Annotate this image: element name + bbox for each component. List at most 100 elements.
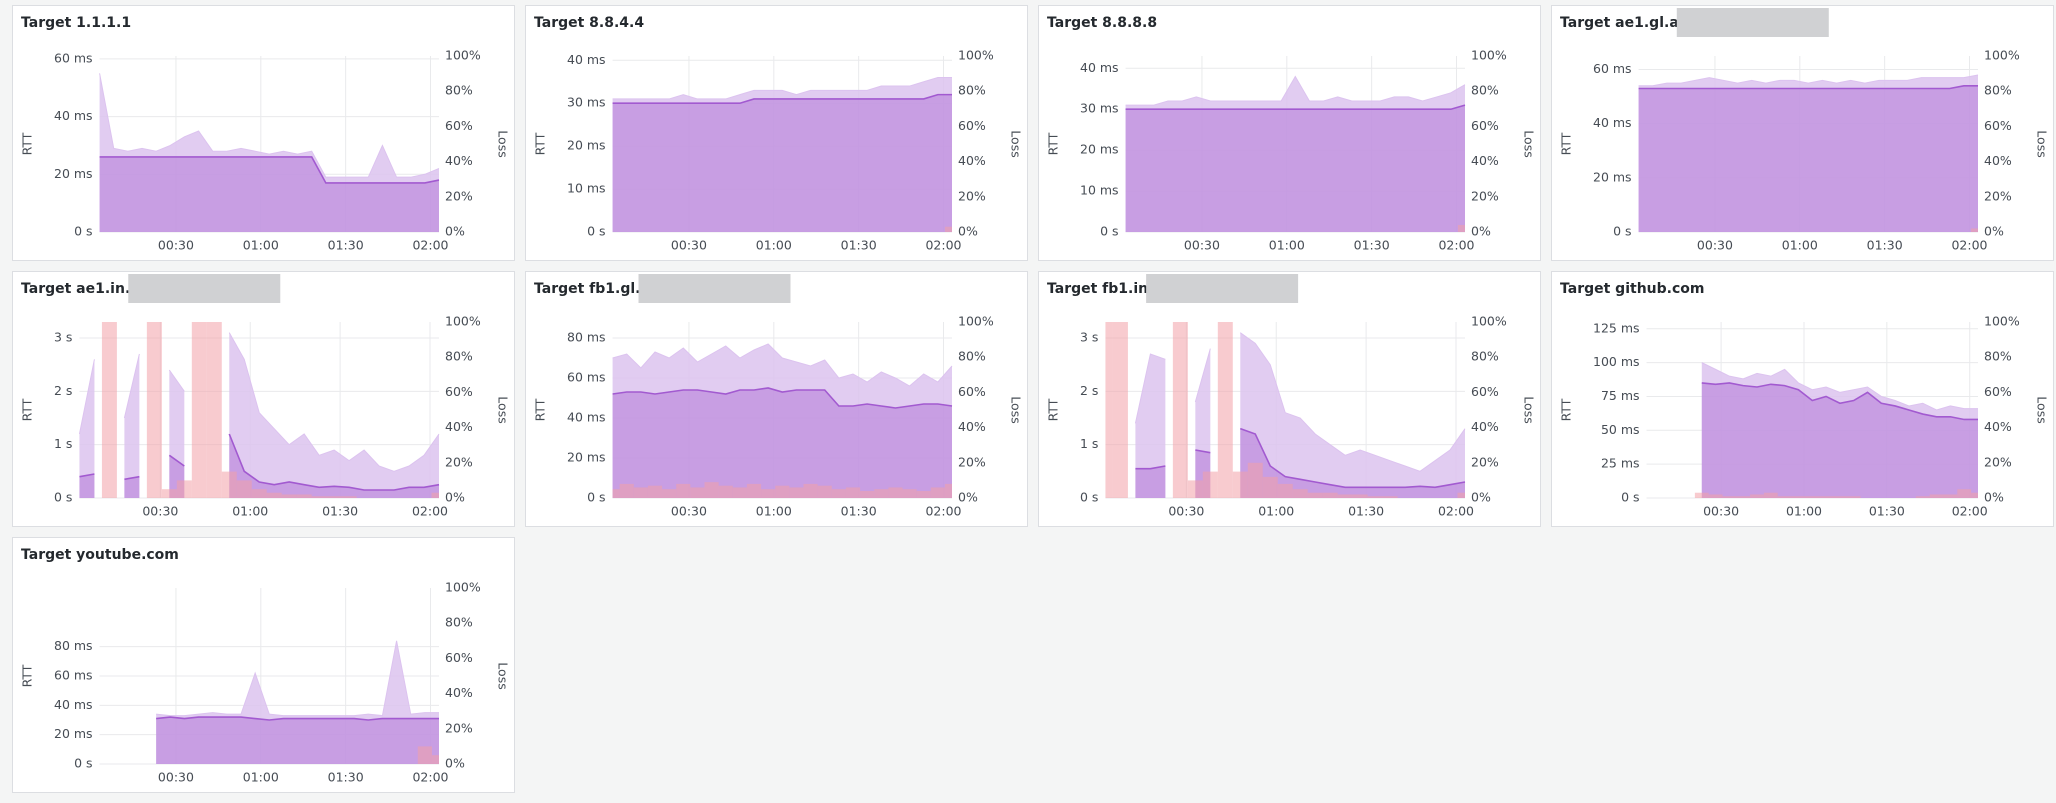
panel: Target 8.8.8.8 0 s 10 ms 20 ms 30 ms 40 ms 00:…	[1038, 5, 1541, 261]
rtt-area	[1125, 76, 1465, 232]
loss-bar	[1367, 496, 1383, 498]
loss-bar	[1307, 492, 1323, 498]
y2-tick-label: 0%	[958, 224, 978, 239]
loss-bar	[1943, 494, 1958, 498]
rtt-area	[612, 94, 952, 232]
y-tick-label: 40 ms	[567, 410, 606, 425]
rtt-line	[612, 343, 953, 387]
y2-tick-label: 20%	[445, 720, 473, 735]
loss-bar	[221, 471, 237, 498]
y-tick-label: 0 s	[1100, 224, 1118, 239]
x-tick-label: 01:30	[1867, 238, 1903, 253]
y2-axis-label: Loss	[1009, 130, 1024, 157]
loss-bar	[1929, 494, 1944, 498]
rtt-line	[1125, 104, 1466, 111]
rtt-area	[156, 640, 439, 764]
y2-tick-label: 20%	[1984, 454, 2012, 469]
rtt-area	[79, 332, 439, 498]
x-tick-label: 01:00	[1782, 238, 1818, 253]
loss-bar	[775, 485, 790, 498]
x-tick-label: 02:00	[1438, 504, 1474, 519]
loss-bar	[761, 489, 776, 498]
redaction	[128, 274, 281, 303]
y2-tick-label: 40%	[1471, 153, 1499, 168]
loss-bar	[1105, 322, 1113, 498]
y2-tick-label: 60%	[958, 384, 986, 399]
y-tick-label: 100 ms	[1593, 354, 1640, 369]
x-tick-label: 01:00	[1269, 238, 1305, 253]
loss-bar	[1750, 494, 1764, 498]
loss-bar	[1352, 494, 1368, 498]
panel-title: Target fb1.in	[1047, 281, 1148, 297]
x-tick-label: 01:00	[1258, 504, 1294, 519]
x-tick-label: 01:00	[243, 238, 279, 253]
x-tick-label: 00:30	[1703, 504, 1739, 519]
rtt-area	[1638, 85, 1978, 233]
panel: Target ae1.gl.a 0 s 20 ms 40 ms 60 ms 00:30 01…	[1551, 5, 2054, 261]
y2-tick-label: 20%	[1984, 188, 2012, 203]
y-axis-label: RTT	[1559, 132, 1574, 155]
y-tick-label: 3 s	[54, 330, 72, 345]
panel: Target 1.1.1.1 0 s 20 ms 40 ms 60 ms 00:30 01:…	[12, 5, 515, 261]
y2-tick-label: 80%	[445, 615, 473, 630]
y-tick-label: 1 s	[1080, 436, 1098, 451]
y-tick-label: 20 ms	[1593, 169, 1632, 184]
x-tick-label: 00:30	[158, 770, 194, 785]
loss-bar	[746, 483, 762, 498]
y2-tick-label: 0%	[1471, 224, 1491, 239]
loss-bar	[1217, 322, 1233, 498]
rtt-line	[156, 716, 439, 721]
panel-title: Target ae1.in.	[21, 281, 130, 297]
loss-bar	[1791, 496, 1806, 498]
y2-axis-label: Loss	[2035, 396, 2050, 423]
rtt-line	[1134, 332, 1466, 472]
y2-tick-label: 60%	[1471, 384, 1499, 399]
y2-axis-label: Loss	[1522, 130, 1537, 157]
x-tick-label: 00:30	[1168, 504, 1204, 519]
loss-bar	[789, 487, 804, 498]
y-axis-label: RTT	[1046, 132, 1061, 155]
y2-tick-label: 40%	[445, 685, 473, 700]
x-tick-label: 01:30	[328, 770, 364, 785]
y-tick-label: 2 s	[54, 383, 72, 398]
loss-bar	[1457, 224, 1465, 232]
y2-tick-label: 40%	[445, 419, 473, 434]
y-tick-label: 30 ms	[1080, 101, 1119, 116]
y2-tick-label: 0%	[445, 490, 465, 505]
panel: Target fb1.gl. 0 s 20 ms 40 ms 60 ms 80 ms 00:…	[525, 271, 1028, 527]
y-axis-label: RTT	[20, 664, 35, 687]
rtt-line	[99, 73, 440, 178]
x-tick-label: 01:30	[1348, 504, 1384, 519]
y2-axis-label: Loss	[2035, 130, 2050, 157]
x-tick-label: 01:00	[756, 504, 792, 519]
y2-axis-label: Loss	[496, 130, 511, 157]
panel: Target github.com 0 s 25 ms 50 ms 75 ms 100 m…	[1551, 271, 2054, 527]
loss-bar	[1382, 496, 1398, 498]
loss-bar	[902, 489, 917, 498]
loss-bar	[1187, 480, 1203, 498]
loss-bar	[944, 226, 952, 232]
panel: Target youtube.com 0 s 20 ms 40 ms 60 ms 80 m…	[12, 537, 515, 793]
panel-title: Target github.com	[1560, 281, 1704, 297]
y-tick-label: 25 ms	[1601, 456, 1640, 471]
y-tick-label: 125 ms	[1593, 320, 1640, 335]
y2-axis-label: Loss	[496, 662, 511, 689]
panel-title: Target fb1.gl.	[534, 281, 641, 297]
y2-tick-label: 60%	[1984, 384, 2012, 399]
loss-bar	[619, 483, 634, 498]
loss-bar	[1957, 489, 1972, 498]
loss-bar	[633, 487, 648, 498]
y-axis-label: RTT	[1559, 398, 1574, 421]
loss-bar	[732, 487, 747, 498]
y-tick-label: 0 s	[74, 224, 92, 239]
y-tick-label: 20 ms	[567, 450, 606, 465]
loss-bar	[1292, 489, 1308, 498]
loss-bar	[1457, 492, 1465, 498]
y2-tick-label: 100%	[958, 48, 994, 63]
y-tick-label: 40 ms	[1080, 60, 1119, 75]
y2-tick-label: 40%	[1984, 419, 2012, 434]
y-tick-label: 0 s	[54, 490, 72, 505]
loss-bar	[236, 480, 252, 498]
y-tick-label: 40 ms	[567, 52, 606, 67]
y2-tick-label: 60%	[445, 118, 473, 133]
